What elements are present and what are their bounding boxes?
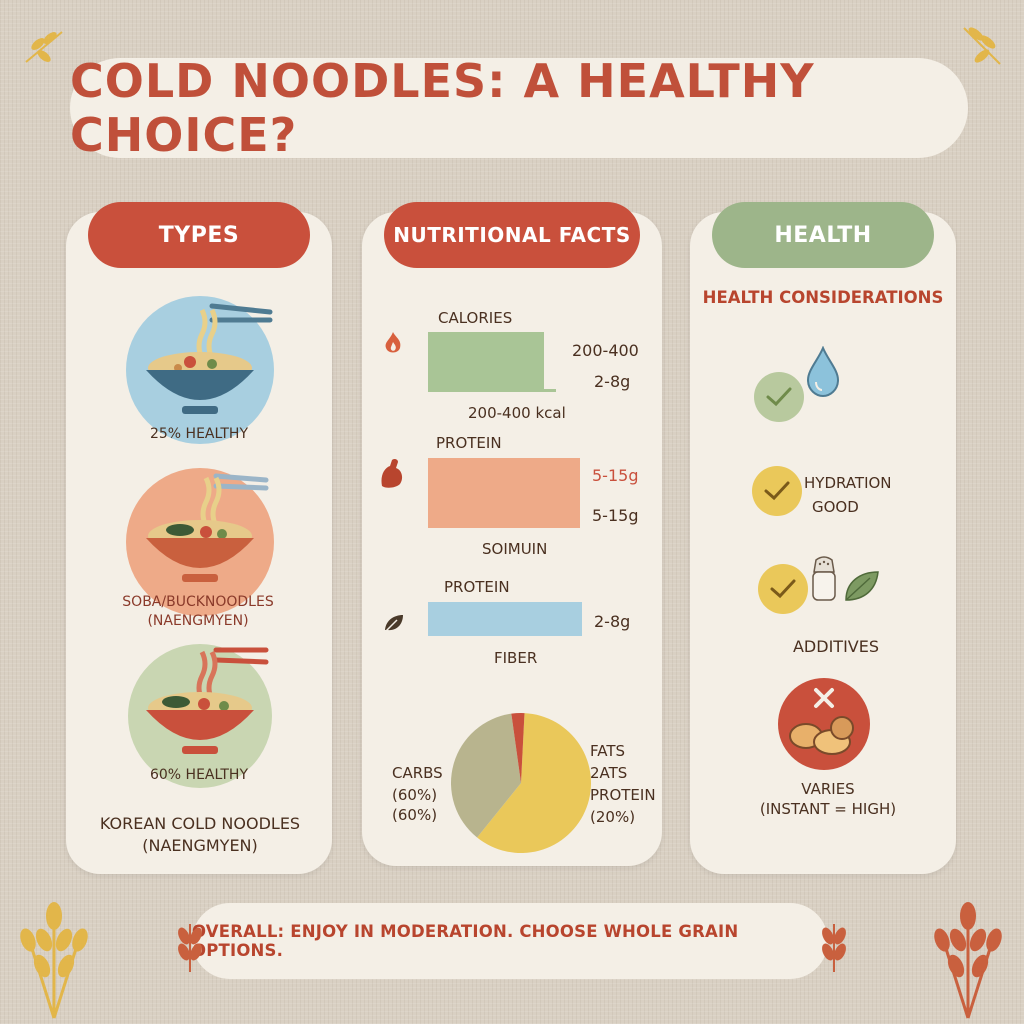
wheat-sprig-icon [178,924,202,972]
nutrition-header-label: NUTRITIONAL FACTS [393,223,631,247]
wheat-bundle-icon [20,902,88,1019]
check-circle-icon [754,372,804,422]
pie-right-label-2: 2ATS [590,764,628,782]
health-panel [690,212,956,874]
no-processed-food-icon [778,678,870,770]
pie-right-label-4: (20%) [590,808,636,826]
types-header-label: TYPES [158,222,240,248]
calories-label: CALORIES [438,309,513,327]
protein-label: PROTEIN [436,434,502,452]
type-2-caption-line1: SOBA/BUCKNOODLES [122,594,274,610]
pie-right-label-1: FATS [590,742,626,760]
fiber-value: 2-8g [594,612,631,631]
water-drop-icon [806,346,840,398]
wheat-sprig-icon [963,27,1001,65]
page-title: COLD NOODLES: A HEALTHY CHOICE? [70,54,815,162]
wheat-bundle-icon [934,902,1002,1019]
type-1-caption: 25% HEALTHY [149,426,249,442]
leaf-icon [845,571,879,601]
calories-bar-tail [544,389,556,392]
pie-left-label-2: (60%) [392,786,438,804]
hydration-label-2: GOOD [812,498,859,516]
varies-label-2: (INSTANT = HIGH) [759,800,897,818]
summary-banner: OVERALL: ENJOY IN MODERATION. CHOOSE WHO… [192,903,828,979]
fiber-top-label: PROTEIN [444,578,510,596]
health-subheader: HEALTH CONSIDERATIONS [702,288,944,307]
type-3-caption: 60% HEALTHY [149,767,249,783]
soba-bowl-icon [126,468,274,616]
calories-caption: 200-400 kcal [468,404,566,422]
flame-icon [385,332,401,353]
muscle-icon [381,458,403,488]
protein-bar [428,458,580,528]
check-circle-icon [758,564,808,614]
health-header: HEALTH [712,202,934,268]
calories-value-2: 2-8g [594,372,631,391]
korean-noodle-bowl-icon [128,644,272,788]
types-footer-line2: (NAENGMYEN) [142,836,258,855]
ramen-bowl-icon [126,296,274,444]
types-header: TYPES [88,202,310,268]
calories-bar [428,332,544,392]
pie-right-label-3: PROTEIN [590,786,656,804]
salt-shaker-icon [812,556,836,601]
type-2-caption-line2: (NAENGMYEN) [147,613,249,629]
pie-slice [511,713,525,783]
pie-slice [451,713,521,838]
summary-text: OVERALL: ENJOY IN MODERATION. CHOOSE WHO… [192,922,739,960]
varies-label-1: VARIES [801,780,855,798]
title-banner: COLD NOODLES: A HEALTHY CHOICE? [70,54,968,162]
pie-left-label-1: CARBS [392,764,443,782]
health-header-label: HEALTH [774,222,872,248]
macro-pie-chart [451,713,591,853]
types-footer-line1: KOREAN COLD NOODLES [99,814,301,833]
pie-left-label-3: (60%) [392,806,438,824]
additives-label: ADDITIVES [792,637,879,656]
protein-caption: SOIMUIN [482,540,548,558]
fiber-caption: FIBER [494,649,538,667]
fiber-bar [428,602,582,636]
leaf-icon [384,615,403,633]
wheat-sprig-icon [25,31,63,63]
nutrition-header: NUTRITIONAL FACTS [384,202,640,268]
wheat-sprig-icon [822,924,846,972]
calories-value: 200-400 [572,341,639,360]
protein-value: 5-15g [592,466,639,485]
pie-slice [477,713,591,853]
hydration-label-1: HYDRATION [804,474,892,492]
check-circle-icon [752,466,802,516]
protein-value-2: 5-15g [592,506,639,525]
